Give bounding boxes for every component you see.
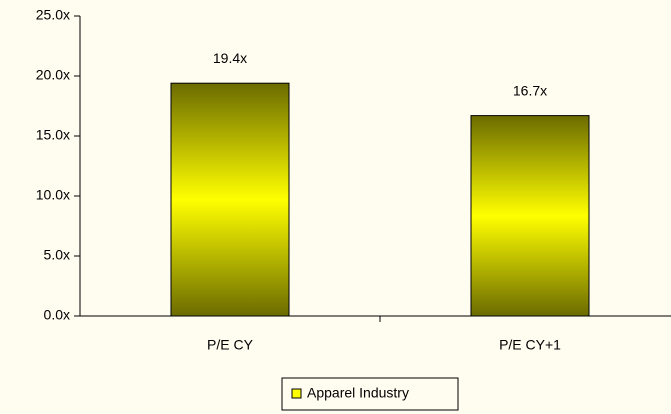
y-tick-label: 20.0x xyxy=(36,67,70,83)
x-tick-label: P/E CY+1 xyxy=(499,337,561,353)
legend-label: Apparel Industry xyxy=(307,385,409,401)
data-label: 16.7x xyxy=(513,82,547,98)
y-tick-label: 5.0x xyxy=(44,247,70,263)
bar xyxy=(170,82,290,317)
y-tick-label: 10.0x xyxy=(36,187,70,203)
data-label: 19.4x xyxy=(213,50,247,66)
legend-swatch xyxy=(291,388,302,399)
legend: Apparel Industry xyxy=(281,377,459,411)
x-tick-label: P/E CY xyxy=(207,337,254,353)
bar xyxy=(470,115,590,317)
y-tick-label: 0.0x xyxy=(44,307,70,323)
y-tick-label: 15.0x xyxy=(36,127,70,143)
legend-box xyxy=(281,377,459,411)
y-tick-label: 25.0x xyxy=(36,7,70,23)
